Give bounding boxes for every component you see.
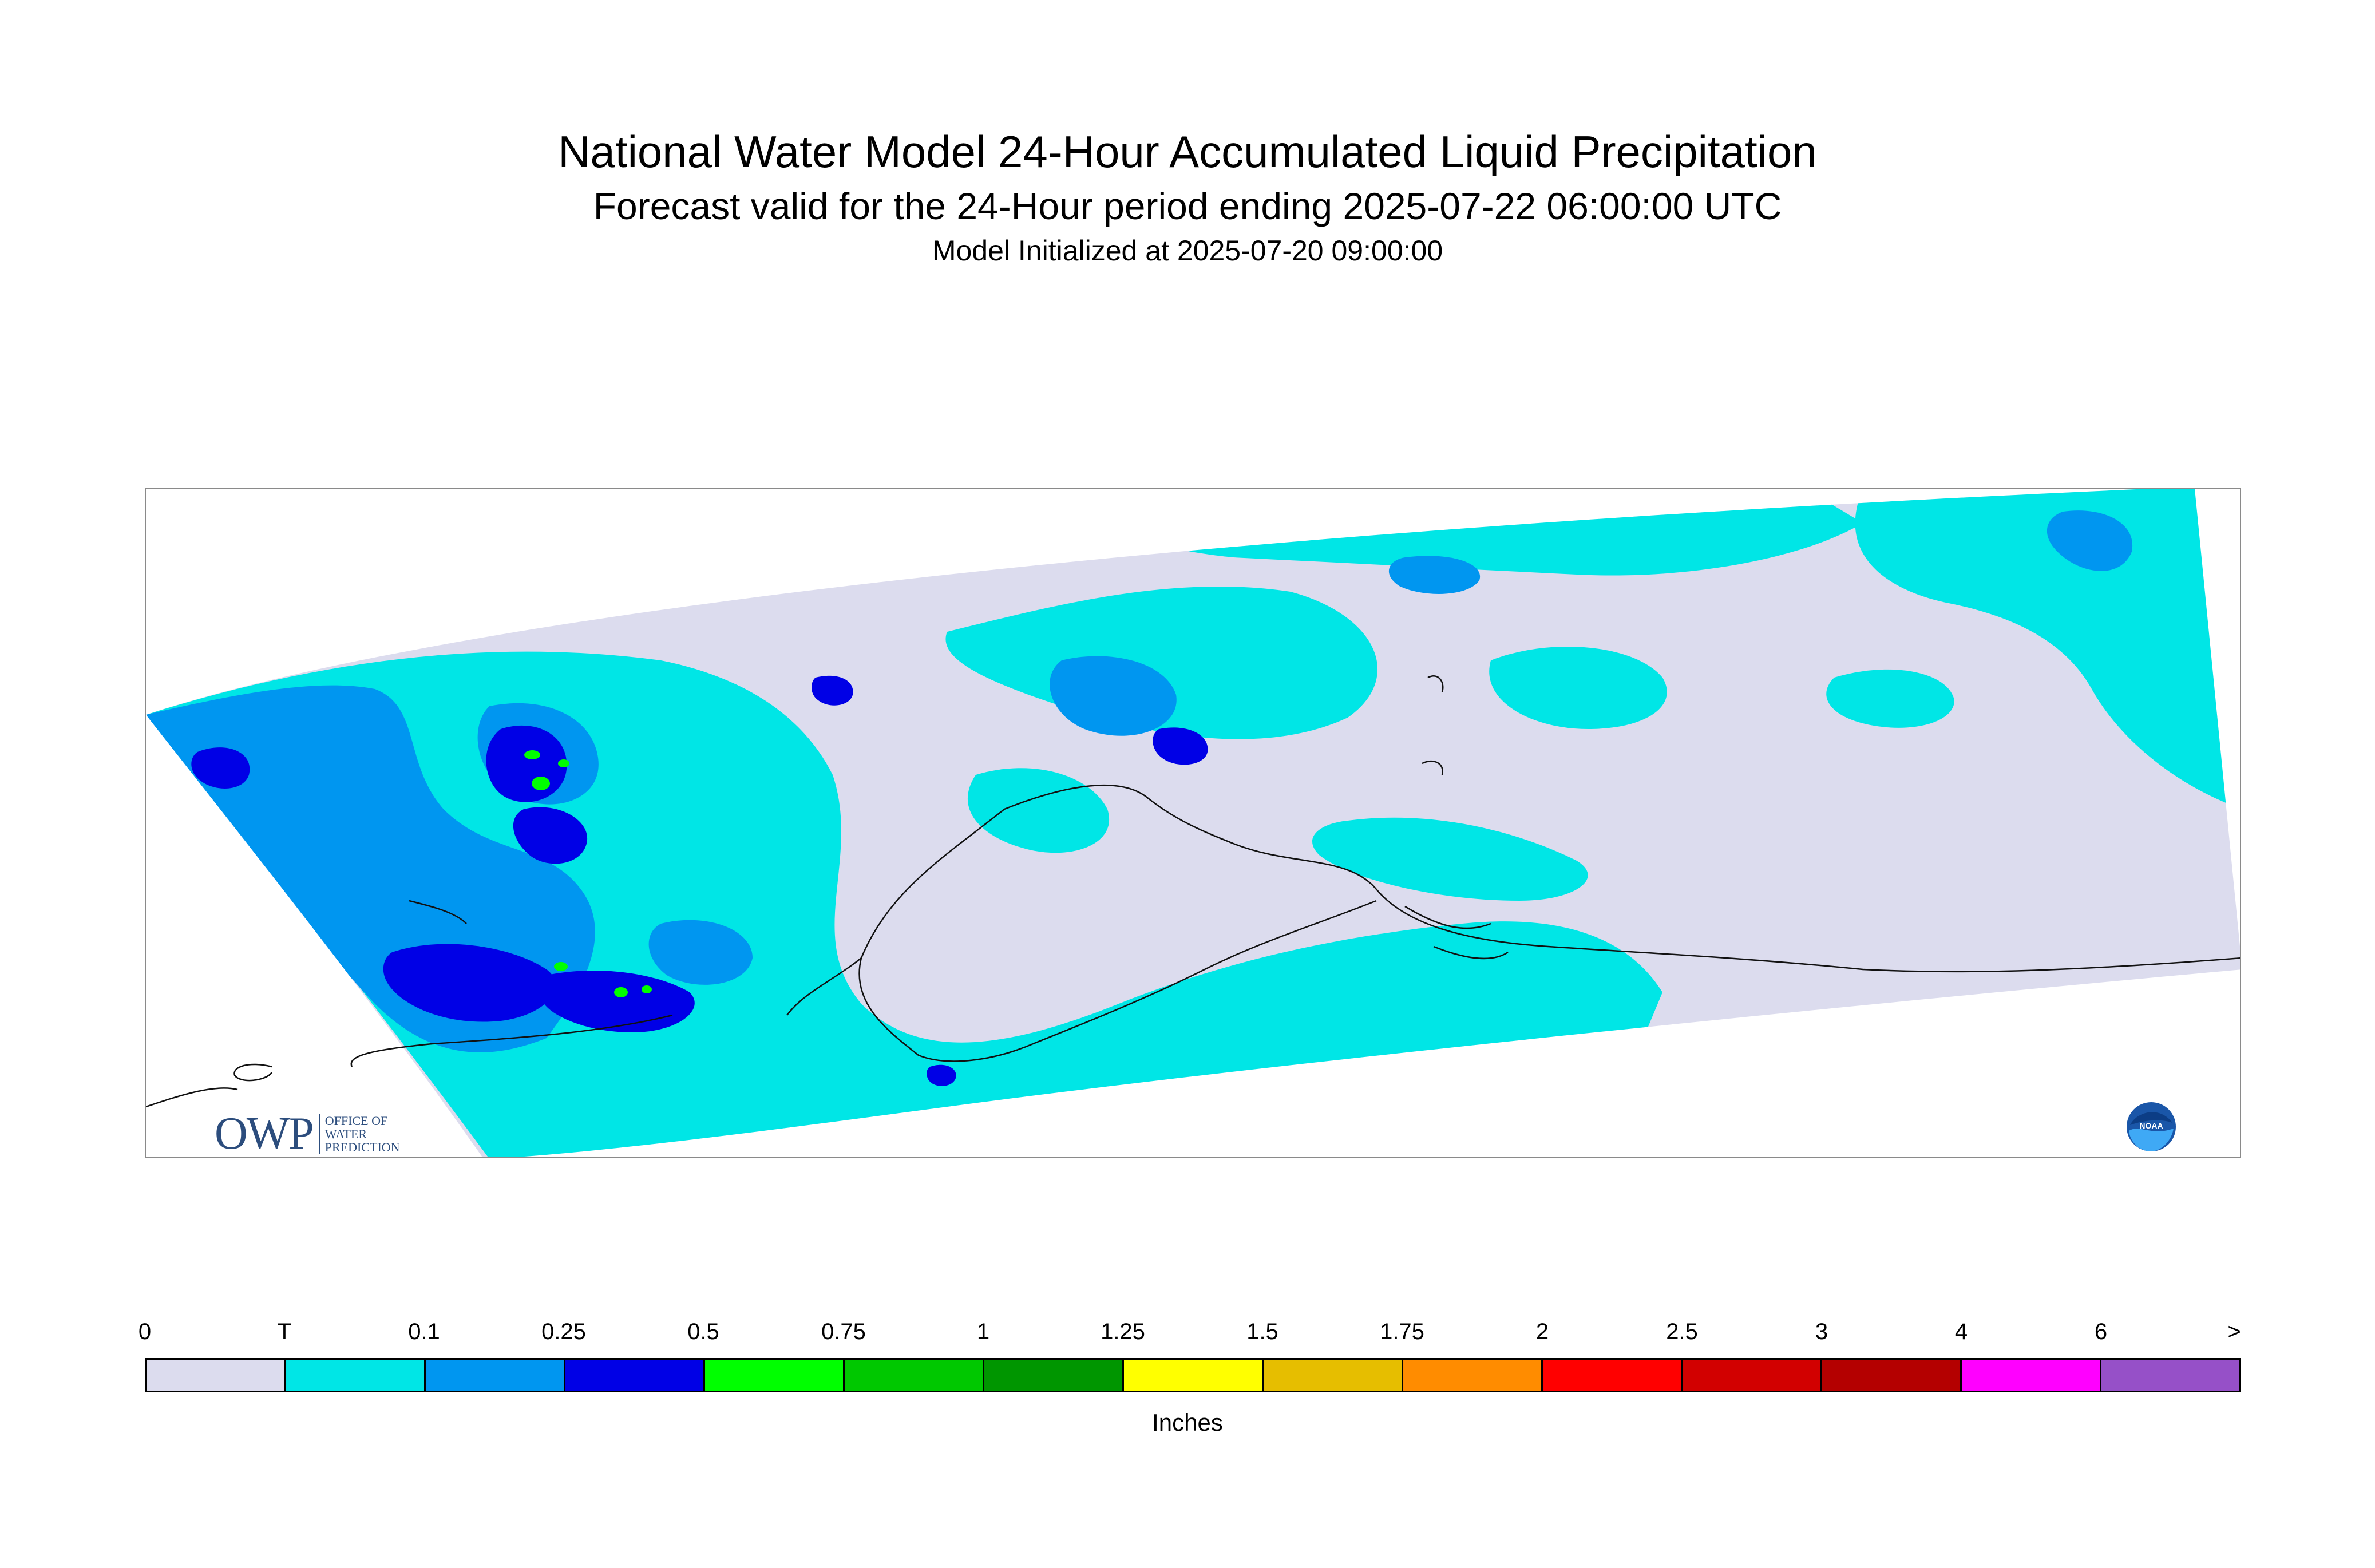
legend-swatch [565, 1360, 705, 1391]
legend-swatch [1264, 1360, 1403, 1391]
legend-swatch [705, 1360, 845, 1391]
legend-swatch [1822, 1360, 1962, 1391]
precip-map [146, 489, 2240, 1157]
svg-text:NOAA: NOAA [2139, 1121, 2163, 1130]
legend-label: 2 [1535, 1319, 1549, 1344]
legend-label: 1 [976, 1319, 990, 1344]
map-subtitle: Forecast valid for the 24-Hour period en… [593, 185, 1782, 227]
legend-units: Inches [1152, 1409, 1223, 1436]
map-panel[interactable]: OWP OFFICE OF WATER PREDICTION NOAA [145, 488, 2241, 1158]
legend-label: 1.5 [1246, 1319, 1278, 1344]
legend-label: 2.5 [1666, 1319, 1698, 1344]
legend-label: 6 [2094, 1319, 2108, 1344]
legend-label: 3 [1815, 1319, 1828, 1344]
legend-color-bar [145, 1358, 2241, 1392]
legend-swatch [426, 1360, 565, 1391]
legend-swatch [984, 1360, 1124, 1391]
legend-label: 0 [138, 1319, 152, 1344]
legend-labels: 0 T 0.1 0.25 0.5 0.75 1 1.25 1.5 1.75 2 … [0, 1319, 2375, 1348]
owp-mark: OWP [215, 1108, 314, 1158]
map-title: National Water Model 24-Hour Accumulated… [558, 126, 1817, 177]
legend-label: 0.5 [687, 1319, 719, 1344]
legend-swatch [2101, 1360, 2239, 1391]
owp-logo: OWP OFFICE OF WATER PREDICTION [215, 1108, 400, 1158]
owp-subtext: OFFICE OF WATER PREDICTION [318, 1114, 400, 1154]
title-block: National Water Model 24-Hour Accumulated… [0, 123, 2375, 270]
legend-label: T [277, 1319, 292, 1344]
legend-swatch [1962, 1360, 2101, 1391]
legend-swatch [286, 1360, 426, 1391]
model-init-line: Model Initialized at 2025-07-20 09:00:00 [932, 235, 1443, 267]
legend-swatch [147, 1360, 286, 1391]
coastlines [146, 675, 2240, 1108]
legend-swatch [1683, 1360, 1822, 1391]
legend-label: 0.75 [821, 1319, 866, 1344]
noaa-logo: NOAA [2127, 1102, 2176, 1151]
legend-label: 1.75 [1380, 1319, 1424, 1344]
legend-label: 0.25 [541, 1319, 586, 1344]
legend-label: 0.1 [408, 1319, 440, 1344]
legend-swatch [1124, 1360, 1264, 1391]
legend-label: > [2227, 1319, 2241, 1344]
legend-label: 1.25 [1101, 1319, 1145, 1344]
legend-swatch [845, 1360, 984, 1391]
legend-swatch [1543, 1360, 1683, 1391]
legend-swatch [1403, 1360, 1543, 1391]
legend-label: 4 [1954, 1319, 1968, 1344]
